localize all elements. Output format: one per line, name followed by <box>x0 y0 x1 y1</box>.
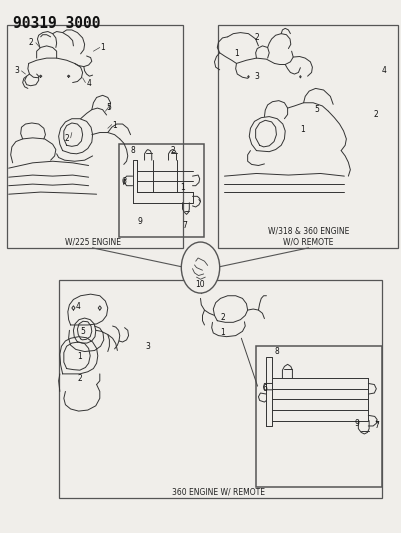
Text: 2: 2 <box>28 38 33 47</box>
Text: 9: 9 <box>137 217 142 226</box>
Text: 4: 4 <box>75 302 80 311</box>
Bar <box>219 25 398 248</box>
Text: 8: 8 <box>131 146 136 155</box>
Text: 2: 2 <box>374 110 379 119</box>
Text: 7: 7 <box>182 221 187 230</box>
Text: 4: 4 <box>382 67 387 75</box>
Text: 2: 2 <box>254 34 259 43</box>
Text: 2: 2 <box>220 312 225 321</box>
Text: 1: 1 <box>77 352 82 361</box>
Text: 3: 3 <box>14 67 19 75</box>
Text: 3: 3 <box>145 342 150 351</box>
Text: 1: 1 <box>300 125 305 134</box>
Text: 90319 3000: 90319 3000 <box>13 15 100 30</box>
Text: 10: 10 <box>196 280 205 289</box>
Text: 5: 5 <box>314 105 319 114</box>
Text: 8: 8 <box>274 347 279 356</box>
Bar <box>59 280 382 498</box>
Text: 1: 1 <box>234 50 239 58</box>
Text: 3: 3 <box>254 71 259 80</box>
Text: 2: 2 <box>64 134 69 143</box>
Text: 2: 2 <box>77 374 82 383</box>
Text: W/225 ENGINE: W/225 ENGINE <box>65 237 121 246</box>
Text: 1: 1 <box>180 183 185 192</box>
Text: W/318 & 360 ENGINE
W/O REMOTE: W/318 & 360 ENGINE W/O REMOTE <box>268 227 349 246</box>
Text: 6: 6 <box>122 177 126 186</box>
Text: 1: 1 <box>112 121 117 130</box>
Text: 360 ENGINE W/ REMOTE: 360 ENGINE W/ REMOTE <box>172 487 265 496</box>
Text: 5: 5 <box>106 102 111 111</box>
Text: 9: 9 <box>355 419 360 428</box>
Bar <box>119 144 205 237</box>
Text: 2: 2 <box>171 146 176 155</box>
Text: 7: 7 <box>374 422 379 431</box>
Bar <box>7 25 182 248</box>
Text: 1: 1 <box>220 328 225 337</box>
Bar <box>257 346 382 487</box>
Text: 1: 1 <box>100 43 105 52</box>
Text: 6: 6 <box>262 384 267 393</box>
Circle shape <box>181 242 220 293</box>
Text: 5: 5 <box>80 327 85 336</box>
Text: 4: 4 <box>86 78 91 87</box>
